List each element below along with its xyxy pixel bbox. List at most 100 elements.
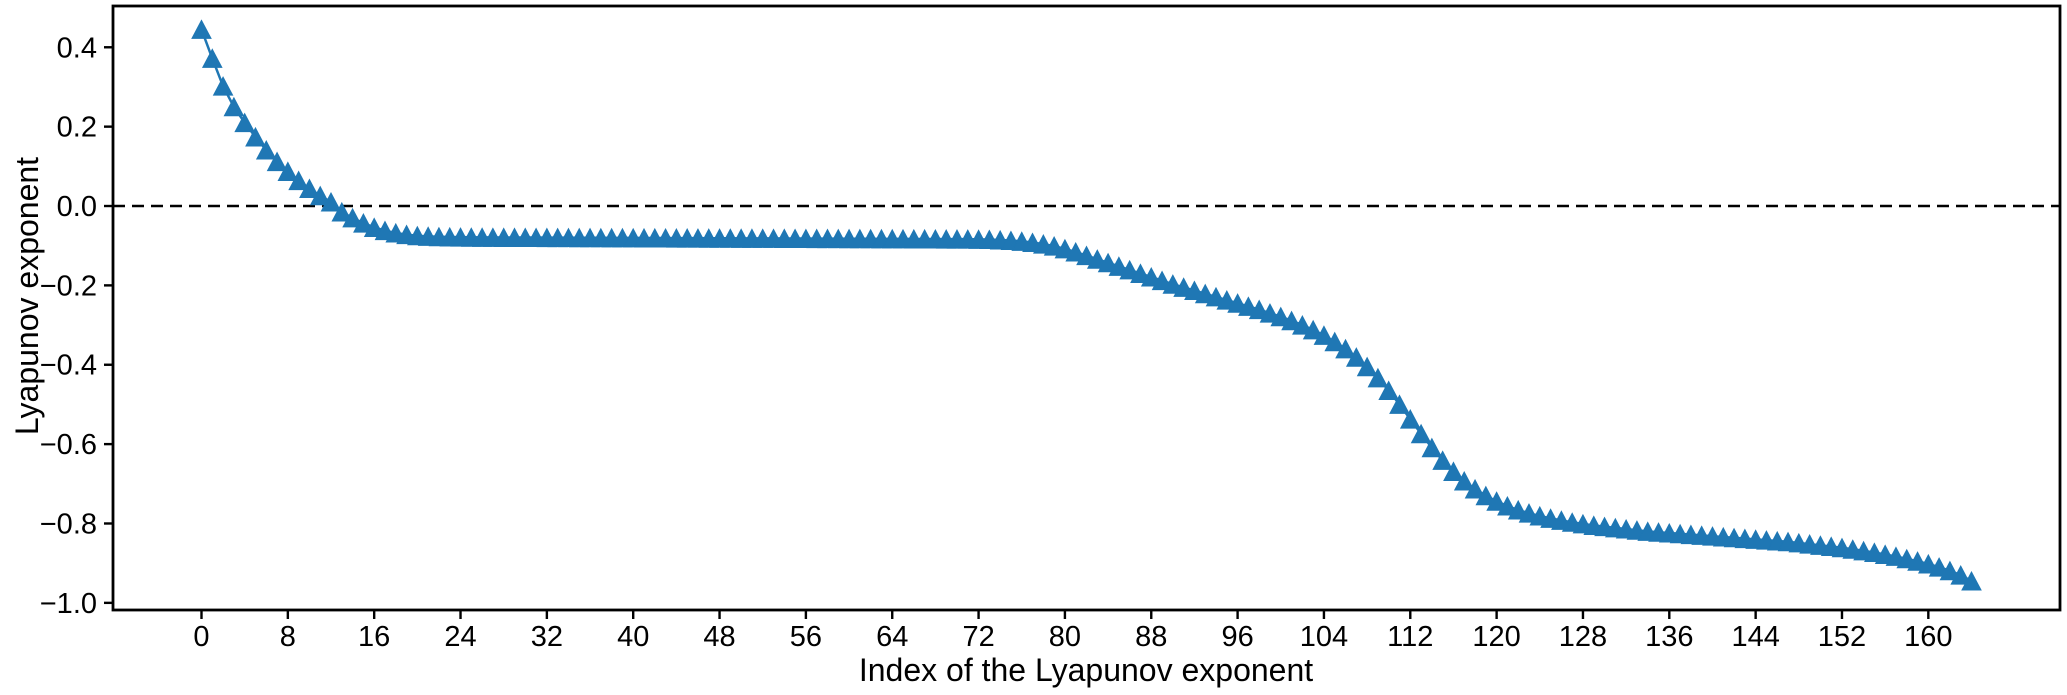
x-tick-label: 64 bbox=[876, 621, 908, 653]
x-tick-label: 128 bbox=[1559, 621, 1607, 653]
y-tick-label: −0.4 bbox=[40, 350, 97, 382]
y-tick-label: 0.0 bbox=[57, 191, 97, 223]
data-point-marker bbox=[1356, 356, 1378, 377]
x-tick-label: 48 bbox=[703, 621, 735, 653]
data-point-marker bbox=[1421, 437, 1443, 458]
data-point-marker bbox=[1918, 553, 1939, 574]
data-point-marker bbox=[1378, 380, 1400, 401]
data-point-marker bbox=[1130, 263, 1151, 283]
data-point-marker bbox=[1324, 331, 1346, 352]
x-tick-label: 16 bbox=[358, 621, 390, 653]
data-point-marker bbox=[1065, 241, 1087, 262]
data-point-marker bbox=[1054, 238, 1076, 259]
data-point-marker bbox=[1238, 296, 1259, 316]
x-tick-label: 32 bbox=[531, 621, 563, 653]
data-point-marker bbox=[1140, 266, 1162, 287]
data-point-marker bbox=[309, 185, 331, 206]
x-tick-label: 72 bbox=[962, 621, 994, 653]
data-point-marker bbox=[1302, 319, 1324, 340]
data-point-marker bbox=[266, 151, 288, 172]
x-tick-label: 0 bbox=[193, 621, 209, 653]
data-point-marker bbox=[1399, 409, 1421, 429]
data-point-marker bbox=[1173, 277, 1194, 297]
x-tick-label: 40 bbox=[617, 621, 649, 653]
data-point-marker bbox=[1086, 249, 1108, 269]
x-tick-label: 96 bbox=[1221, 621, 1253, 653]
x-tick-label: 24 bbox=[444, 621, 476, 653]
data-point-marker bbox=[1227, 293, 1248, 313]
x-tick-label: 8 bbox=[280, 621, 296, 653]
data-point-marker bbox=[1961, 570, 1982, 591]
x-tick-label: 120 bbox=[1472, 621, 1520, 653]
data-point-marker bbox=[363, 217, 385, 237]
data-point-marker bbox=[223, 96, 245, 117]
data-point-marker bbox=[1335, 338, 1356, 359]
data-point-marker bbox=[234, 112, 256, 133]
y-tick-label: 0.4 bbox=[57, 32, 97, 64]
x-tick-label: 104 bbox=[1300, 621, 1348, 653]
x-tick-label: 144 bbox=[1731, 621, 1779, 653]
data-point-marker bbox=[1162, 274, 1184, 294]
y-tick-label: −0.2 bbox=[40, 270, 97, 302]
data-point-marker bbox=[1313, 325, 1335, 345]
data-point-marker bbox=[1410, 423, 1432, 444]
x-tick-label: 56 bbox=[790, 621, 822, 653]
data-point-marker bbox=[1389, 394, 1410, 414]
lyapunov-series-line bbox=[200, 28, 1973, 583]
data-point-marker bbox=[1248, 299, 1270, 320]
data-point-marker bbox=[1486, 491, 1507, 511]
data-point-marker bbox=[277, 161, 299, 181]
data-point-marker bbox=[1184, 280, 1205, 301]
y-tick-label: −0.8 bbox=[40, 508, 97, 540]
data-point-marker bbox=[1443, 461, 1464, 482]
data-point-marker bbox=[1475, 485, 1497, 506]
data-point-marker bbox=[1270, 306, 1292, 327]
data-point-marker bbox=[1151, 270, 1173, 291]
axes-spines bbox=[111, 4, 2062, 612]
data-point-marker bbox=[201, 48, 223, 68]
data-point-marker bbox=[320, 191, 342, 212]
data-point-marker bbox=[1216, 289, 1238, 310]
data-point-marker bbox=[1281, 310, 1302, 331]
data-point-marker bbox=[1097, 252, 1119, 273]
data-point-marker bbox=[1119, 259, 1140, 280]
data-point-marker bbox=[1950, 565, 1972, 585]
x-tick-label: 112 bbox=[1387, 621, 1433, 653]
data-point-marker bbox=[1076, 245, 1097, 266]
data-point-marker bbox=[191, 19, 212, 39]
data-point-marker bbox=[299, 178, 320, 199]
x-tick-label: 80 bbox=[1049, 621, 1081, 653]
data-point-marker bbox=[1497, 495, 1518, 516]
data-point-marker bbox=[342, 207, 363, 228]
data-point-marker bbox=[1453, 470, 1475, 491]
data-point-marker bbox=[1259, 303, 1281, 323]
data-point-marker bbox=[353, 213, 374, 233]
data-point-marker bbox=[1108, 256, 1130, 276]
x-axis-label: Index of the Lyapunov exponent bbox=[859, 652, 1313, 688]
data-point-marker bbox=[1507, 499, 1529, 520]
x-tick-label: 160 bbox=[1904, 621, 1952, 653]
x-tick-label: 88 bbox=[1135, 621, 1167, 653]
y-tick-label: −1.0 bbox=[40, 588, 97, 620]
y-tick-label: −0.6 bbox=[40, 429, 97, 461]
data-point-marker bbox=[1194, 283, 1216, 304]
data-point-marker bbox=[212, 76, 234, 96]
data-point-marker bbox=[1345, 347, 1367, 367]
x-tick-label: 136 bbox=[1645, 621, 1693, 653]
data-point-marker bbox=[1205, 286, 1227, 307]
data-point-marker bbox=[1292, 314, 1313, 335]
data-point-marker bbox=[245, 126, 266, 147]
data-point-marker bbox=[1367, 367, 1389, 388]
data-point-marker bbox=[331, 201, 353, 222]
y-axis-label: Lyapunov exponent bbox=[9, 157, 45, 435]
y-tick-label: 0.2 bbox=[57, 112, 97, 144]
x-tick-label: 152 bbox=[1818, 621, 1866, 653]
data-point-marker bbox=[288, 170, 309, 191]
data-point-marker bbox=[1928, 557, 1950, 577]
data-point-marker bbox=[1432, 450, 1453, 470]
data-point-marker bbox=[1939, 560, 1961, 581]
data-point-marker bbox=[255, 139, 277, 160]
plot-area: 0 8 16 24 32 40 48 56 64 72 80 88 96 104 112 120 128 136 1… bbox=[40, 4, 2062, 653]
